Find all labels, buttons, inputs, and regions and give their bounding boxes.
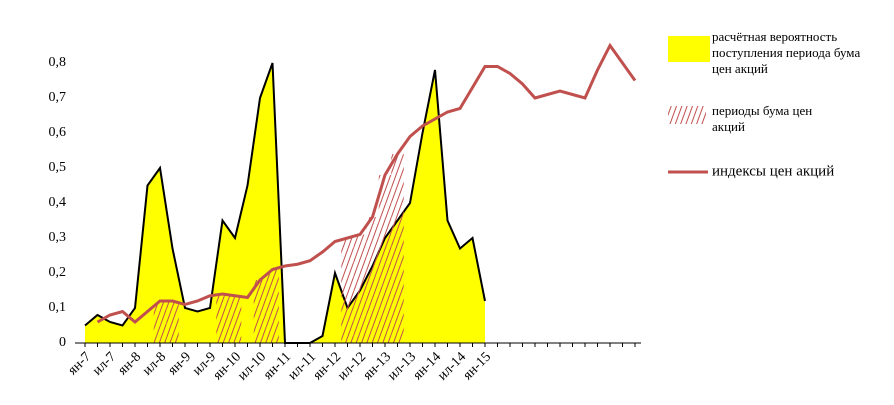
boom-period	[153, 301, 167, 343]
boom-period	[266, 269, 279, 343]
x-tick-label: ил-14	[435, 349, 469, 383]
legend-label: расчётная вероятность поступления периода…	[712, 29, 860, 76]
y-tick-label: 0,3	[49, 230, 67, 245]
x-tick-label: ян-11	[261, 349, 294, 382]
boom-period	[366, 217, 379, 343]
boom-period	[216, 294, 229, 343]
x-tick-label: ил-12	[335, 349, 369, 383]
boom-period	[378, 175, 392, 343]
x-tick-label: ян-7	[65, 349, 94, 378]
legend-line: периоды бума цен	[712, 103, 812, 118]
y-tick-label: 0,8	[49, 55, 67, 70]
y-tick-label: 0,1	[49, 300, 67, 315]
x-tick-label: ил-7	[90, 349, 119, 378]
boom-period	[341, 238, 354, 343]
index-line	[96, 42, 637, 324]
x-tick-label: ил-11	[285, 349, 319, 383]
boom-period	[253, 280, 267, 343]
y-tick-label: 0,6	[49, 125, 67, 140]
x-tick-label: ян-8	[115, 349, 144, 378]
x-tick-label: ил-13	[385, 349, 419, 383]
y-tick-label: 0,5	[49, 160, 67, 175]
x-tick-label: ян-9	[165, 349, 194, 378]
legend-swatch	[668, 106, 706, 124]
legend-swatch	[668, 36, 710, 62]
legend-line: акций	[712, 119, 745, 134]
boom-period	[353, 234, 367, 343]
boom-period	[228, 295, 242, 343]
legend-label: индексы цен акций	[712, 163, 834, 179]
legend-line: цен акций	[712, 61, 768, 76]
legend-label: периоды бума цен акций	[712, 103, 812, 134]
y-tick-label: 0,2	[49, 265, 67, 280]
boom-period	[166, 301, 179, 343]
x-tick-label: ян-15	[460, 349, 494, 383]
y-tick-label: 0	[59, 335, 66, 350]
boom-period	[391, 154, 404, 343]
y-tick-label: 0,4	[49, 195, 67, 210]
x-tick-label: ил-10	[235, 349, 269, 383]
legend-line: расчётная вероятность	[712, 29, 837, 44]
y-tick-label: 0,7	[49, 90, 67, 105]
x-tick-label: ил-8	[140, 349, 169, 378]
legend-line: поступления периода бума	[712, 45, 860, 60]
